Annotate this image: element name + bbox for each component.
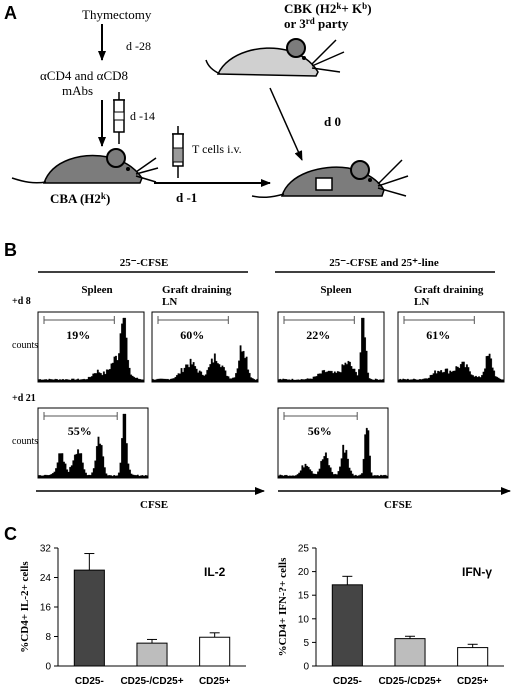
- donor-label-line2: or 3rd party: [284, 16, 349, 31]
- graft-arrow: [269, 87, 303, 161]
- y-tick-label: 24: [40, 573, 52, 584]
- ylabel-row1: counts: [12, 340, 38, 351]
- histograms: 19% 60% 22% 61% 55% 56%: [37, 311, 505, 479]
- col-graft-left-line1: Graft draining: [162, 284, 232, 296]
- bar: [394, 638, 426, 667]
- histogram-trace: [277, 427, 389, 479]
- x-tick-label: CD25+: [457, 676, 489, 687]
- x-tick-label: CD25-: [75, 676, 104, 687]
- y-tick-label: 16: [40, 603, 52, 614]
- day-minus1-label: d -1: [176, 190, 197, 205]
- gate-percent-label: 22%: [306, 328, 330, 342]
- row-d21-label: +d 21: [12, 393, 36, 404]
- histogram-plot: 22%: [277, 311, 385, 383]
- syringe-icon: [113, 92, 125, 144]
- bar: [199, 636, 231, 667]
- y-axis-label: %CD4+ IFN-?+ cells: [277, 557, 289, 656]
- bar: [457, 647, 489, 667]
- y-tick-label: 20: [298, 567, 310, 578]
- gate-percent-label: 19%: [66, 328, 90, 342]
- cfse-label-right: CFSE: [384, 499, 412, 511]
- y-tick-label: 25: [298, 544, 310, 555]
- x-tick-label: CD25-/CD25+: [120, 676, 183, 687]
- cfse-label-left: CFSE: [140, 499, 168, 511]
- il2-bar-chart: 0 8 16 24 32 %CD4+ IL-2+ cells IL-2 CD25- CD25-/…: [19, 544, 246, 687]
- ylabel-row2: counts: [12, 436, 38, 447]
- y-axis-label: %CD4+ IL-2+ cells: [19, 561, 31, 653]
- mabs-label-line1: αCD4 and αCD8: [40, 68, 128, 83]
- group-left-label: 25⁻-CFSE: [120, 257, 169, 269]
- bar: [331, 584, 363, 667]
- y-tick-label: 0: [303, 662, 309, 673]
- chart-title: IFN-γ: [462, 565, 492, 579]
- ifn-gamma-bar-chart: 0 5 10 15 20 25 %CD4+ IFN-?+ cells IFN-γ CD25- CD…: [277, 544, 504, 687]
- day-0-label: d 0: [324, 114, 341, 129]
- y-tick-label: 8: [45, 632, 51, 643]
- histogram-plot: 19%: [37, 311, 145, 383]
- col-spleen-left: Spleen: [81, 284, 112, 296]
- histogram-frame: [37, 407, 149, 479]
- panel-b: B 25⁻-CFSE 25⁻-CFSE and 25⁺-line Spleen …: [4, 240, 511, 511]
- gate-percent-label: 60%: [180, 328, 204, 342]
- panel-c: C 0 8 16 24 32 %CD4+ IL-2+ cells IL-2 CD25- CD25…: [4, 524, 504, 687]
- panel-a-letter: A: [4, 3, 17, 23]
- histogram-trace: [151, 345, 259, 383]
- y-tick-label: 15: [298, 591, 310, 602]
- donor-label-line1: CBK (H2k+ Kb): [284, 1, 372, 16]
- histogram-plot: 55%: [37, 407, 149, 479]
- recipient-label: CBA (H2k): [50, 191, 110, 206]
- bar: [73, 569, 105, 667]
- gate-percent-label: 61%: [426, 328, 450, 342]
- histogram-frame: [277, 407, 389, 479]
- thymectomy-label: Thymectomy: [82, 7, 152, 22]
- x-tick-label: CD25-/CD25+: [378, 676, 441, 687]
- x-tick-label: CD25-: [333, 676, 362, 687]
- x-tick-label: CD25+: [199, 676, 231, 687]
- mabs-label-line2: mAbs: [62, 83, 93, 98]
- grafted-mouse-icon: [251, 159, 409, 199]
- histogram-plot: 61%: [397, 311, 505, 383]
- day-minus28-label: d -28: [126, 39, 151, 53]
- col-spleen-right: Spleen: [320, 284, 351, 296]
- panel-a: A Thymectomy d -28 αCD4 and αCD8 mAbs d …: [4, 1, 409, 206]
- gate-percent-label: 56%: [308, 424, 332, 438]
- histogram-plot: 60%: [151, 311, 259, 383]
- histogram-plot: 56%: [277, 407, 389, 479]
- donor-mouse-icon: [205, 38, 345, 77]
- y-tick-label: 32: [40, 544, 52, 555]
- col-graft-right-line2: LN: [414, 296, 429, 308]
- recipient-mouse-icon: [11, 148, 159, 184]
- histogram-trace: [37, 317, 145, 383]
- col-graft-right-line1: Graft draining: [414, 284, 484, 296]
- y-tick-label: 5: [303, 638, 309, 649]
- panel-c-letter: C: [4, 524, 17, 544]
- col-graft-left-line2: LN: [162, 296, 177, 308]
- histogram-trace: [397, 353, 505, 383]
- histogram-trace: [277, 317, 385, 383]
- y-tick-label: 10: [298, 614, 310, 625]
- day-minus14-label: d -14: [130, 109, 155, 123]
- y-tick-label: 0: [45, 662, 51, 673]
- histogram-trace: [37, 413, 149, 479]
- gate-percent-label: 55%: [68, 424, 92, 438]
- bar: [136, 642, 168, 667]
- tcells-label: T cells i.v.: [192, 142, 242, 156]
- group-right-label: 25⁻-CFSE and 25⁺-line: [329, 257, 439, 269]
- syringe-icon: [172, 126, 184, 178]
- chart-title: IL-2: [204, 565, 226, 579]
- row-d8-label: +d 8: [12, 296, 31, 307]
- panel-b-letter: B: [4, 240, 17, 260]
